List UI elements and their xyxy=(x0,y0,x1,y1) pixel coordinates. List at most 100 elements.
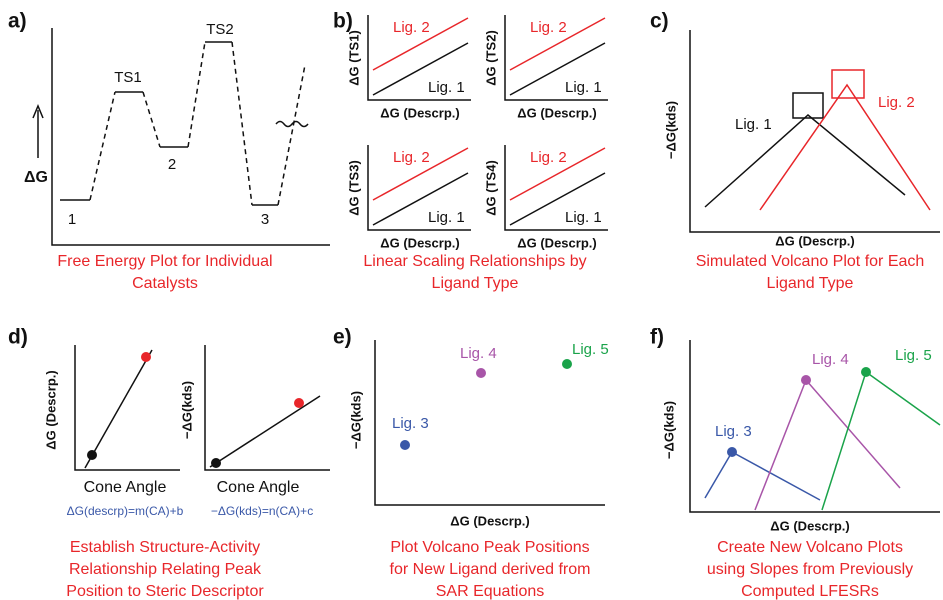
peak-box xyxy=(792,92,824,119)
axes xyxy=(374,340,605,506)
panel-label: b) xyxy=(333,10,353,33)
trend-line xyxy=(372,147,469,201)
axis-label: ΔG (Descrp.) xyxy=(450,513,529,528)
axis-label: ΔG (Descrp.) xyxy=(517,105,596,120)
trend-line xyxy=(509,147,606,201)
axis-label: ΔG (Descrp.) xyxy=(775,233,854,248)
caption: SAR Equations xyxy=(436,583,545,600)
energy-connectors xyxy=(89,41,306,206)
energy-levels xyxy=(60,41,278,206)
point xyxy=(211,458,221,468)
trend-line xyxy=(372,17,469,71)
point xyxy=(801,375,811,385)
state-label: 2 xyxy=(168,156,176,173)
caption: Free Energy Plot for Individual xyxy=(57,253,272,270)
trend-line xyxy=(509,17,606,71)
series-label: Lig. 1 xyxy=(428,209,465,226)
caption: using Slopes from Previously xyxy=(707,561,913,578)
series-label: Lig. 1 xyxy=(735,116,772,133)
axis-label: ΔG xyxy=(24,169,48,186)
equation: −ΔG(kds)=n(CA)+c xyxy=(211,504,313,518)
point xyxy=(294,398,304,408)
axes xyxy=(74,345,180,471)
axis-label: ΔG (Descrp.) xyxy=(380,105,459,120)
panel-label: a) xyxy=(8,10,27,33)
axes xyxy=(689,340,940,513)
series-label: Lig. 5 xyxy=(572,341,609,358)
trend-line xyxy=(372,42,469,96)
series-label: Lig. 5 xyxy=(895,347,932,364)
axis-label: ΔG (TS4) xyxy=(483,160,498,216)
point xyxy=(141,352,151,362)
panel-label: f) xyxy=(650,326,664,349)
trend-line xyxy=(209,395,321,468)
axis-label: −ΔG(kds) xyxy=(663,101,678,159)
panel-label: c) xyxy=(650,10,669,33)
point xyxy=(562,359,572,369)
series-label: Lig. 2 xyxy=(878,94,915,111)
volcano xyxy=(704,114,906,208)
panel-label: d) xyxy=(8,326,28,349)
axis-label: −ΔG(kds) xyxy=(661,401,676,459)
volcano xyxy=(759,83,931,211)
point xyxy=(727,447,737,457)
series-label: Lig. 1 xyxy=(565,79,602,96)
series-label: Lig. 3 xyxy=(392,415,429,432)
axis-label: Cone Angle xyxy=(84,479,167,496)
point xyxy=(400,440,410,450)
series-label: Lig. 1 xyxy=(428,79,465,96)
axes xyxy=(504,15,608,101)
axis-label: ΔG (TS2) xyxy=(483,30,498,86)
caption: Position to Steric Descriptor xyxy=(66,583,264,600)
caption: Linear Scaling Relationships by xyxy=(363,253,586,270)
trend-line xyxy=(84,349,153,469)
axis-label: ΔG (TS1) xyxy=(346,30,361,86)
point xyxy=(476,368,486,378)
axes xyxy=(689,30,940,233)
volcano xyxy=(821,370,941,511)
trend-line xyxy=(509,172,606,226)
trend-line xyxy=(509,42,606,96)
axis-label: −ΔG(kds) xyxy=(179,381,194,439)
point xyxy=(861,367,871,377)
axes xyxy=(51,28,330,246)
series-label: Lig. 4 xyxy=(460,345,497,362)
caption: Establish Structure-Activity xyxy=(70,539,260,556)
arrow xyxy=(32,104,44,158)
axes xyxy=(504,145,608,231)
scaling-plots: Lig. 2 Lig. 1 ΔG (Descrp.) ΔG (TS1) Lig. 2 Li… xyxy=(346,15,608,250)
caption: Plot Volcano Peak Positions xyxy=(390,539,589,556)
caption: Computed LFESRs xyxy=(741,583,879,600)
axis-label: −ΔG(kds) xyxy=(348,391,363,449)
series-label: Lig. 2 xyxy=(530,19,567,36)
axis-label: ΔG (Descrp.) xyxy=(517,235,596,250)
axis-label: Cone Angle xyxy=(217,479,300,496)
state-label: TS1 xyxy=(114,69,142,86)
axis-label: ΔG (Descrp.) xyxy=(770,518,849,533)
panel-label: e) xyxy=(333,326,352,349)
axis-label: ΔG (Descrp.) xyxy=(43,370,58,449)
trend-line xyxy=(372,172,469,226)
caption: for New Ligand derived from xyxy=(390,561,591,578)
series-label: Lig. 2 xyxy=(530,149,567,166)
axes xyxy=(367,15,471,101)
break-mark xyxy=(275,120,309,128)
point xyxy=(87,450,97,460)
caption: Ligand Type xyxy=(432,275,519,292)
state-label: TS2 xyxy=(206,21,234,38)
equation: ΔG(descrp)=m(CA)+b xyxy=(67,504,184,518)
caption: Ligand Type xyxy=(767,275,854,292)
caption: Simulated Volcano Plot for Each xyxy=(696,253,925,270)
caption: Relationship Relating Peak xyxy=(69,561,262,578)
series-label: Lig. 2 xyxy=(393,149,430,166)
axes xyxy=(367,145,471,231)
state-label: 1 xyxy=(68,211,76,228)
series-label: Lig. 1 xyxy=(565,209,602,226)
caption: Create New Volcano Plots xyxy=(717,539,903,556)
axes xyxy=(204,345,330,471)
series-label: Lig. 3 xyxy=(715,423,752,440)
state-label: 3 xyxy=(261,211,269,228)
caption: Catalysts xyxy=(132,275,198,292)
axis-label: ΔG (TS3) xyxy=(346,160,361,216)
